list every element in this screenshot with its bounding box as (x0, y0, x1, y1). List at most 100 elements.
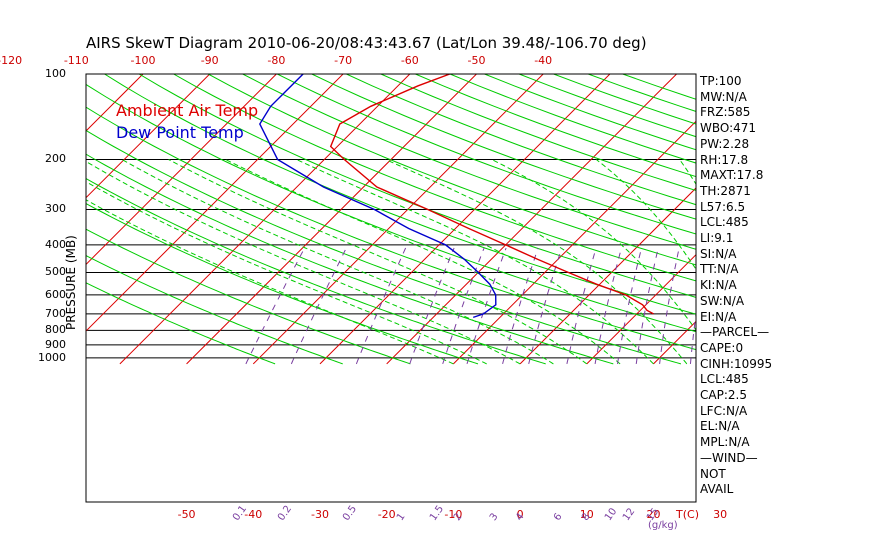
index-label: CINH:10995 (700, 356, 773, 371)
mixing-ratio-line (355, 247, 407, 365)
plot-area (0, 74, 870, 365)
dry-adiabat (242, 74, 696, 250)
dry-adiabat (138, 74, 696, 298)
pressure-tick-label: 200 (45, 152, 66, 166)
index-label: —WIND— (700, 450, 758, 465)
isotherm (787, 74, 870, 364)
top-temp-tick-label: -50 (467, 54, 486, 67)
index-label: AVAIL (700, 482, 734, 497)
bottom-temp-tick-label: 20 (646, 508, 661, 521)
dry-adiabat (86, 178, 546, 365)
bottom-temp-tick-label: 30 (713, 508, 728, 521)
dry-adiabat (86, 228, 411, 365)
plot-frame (85, 73, 697, 503)
isotherm (0, 74, 10, 364)
dry-adiabat (311, 74, 696, 220)
mixing-ratio-line (635, 247, 659, 364)
pressure-tick-label: 900 (45, 337, 66, 351)
dry-adiabat (86, 282, 276, 365)
moist-adiabat (168, 159, 588, 365)
isotherm (119, 74, 411, 365)
top-temp-tick-label: -60 (400, 54, 419, 67)
mixing-ratio-line (528, 247, 563, 365)
index-label: EI:N/A (700, 309, 737, 324)
bottom-temp-tick-label: -10 (444, 508, 463, 521)
index-label: —PARCEL— (700, 325, 770, 340)
bottom-temp-tick-label: -40 (244, 508, 263, 521)
bottom-temp-tick-label: 10 (579, 508, 594, 521)
bottom-temp-tick-label: -20 (377, 508, 396, 521)
dry-adiabat (449, 74, 696, 164)
isotherm (519, 187, 696, 365)
bottom-temp-tick-label: 0 (516, 508, 524, 521)
index-label: CAPE:0 (700, 340, 744, 355)
mixing-ratio-line (290, 247, 347, 365)
mixing-ratio-line (594, 247, 622, 364)
pressure-tick-label: 500 (45, 265, 66, 279)
pressure-tick-label: 600 (45, 287, 66, 301)
index-label: LI:9.1 (700, 231, 734, 245)
top-temp-tick-label: -90 (200, 54, 219, 67)
isotherm (386, 74, 677, 365)
legend-ambient: Ambient Air Temp (116, 101, 259, 120)
moist-adiabat (86, 160, 521, 365)
mixing-ratio-line (617, 247, 642, 364)
isotherm (186, 74, 477, 365)
top-temp-tick-label: -100 (130, 54, 156, 67)
index-label: L57:6.5 (700, 199, 746, 214)
dry-adiabat (86, 153, 614, 365)
dry-adiabat (86, 255, 343, 365)
moist-adiabat (491, 159, 696, 331)
mixing-unit-label: (g/kg) (648, 520, 678, 531)
legend-dewpoint: Dew Point Temp (116, 123, 244, 142)
index-label: MPL:N/A (700, 435, 750, 450)
isotherm (86, 74, 144, 132)
y-axis-label: PRESSURE (MB) (64, 235, 78, 330)
pressure-tick-label: 800 (45, 323, 66, 337)
index-label: MW:N/A (700, 89, 747, 104)
dry-adiabat (277, 74, 696, 235)
mixing-ratio-line (768, 248, 776, 364)
index-label: SW:N/A (700, 293, 745, 308)
index-label: LCL:485 (700, 372, 749, 387)
bottom-temp-tick-label: -50 (177, 508, 196, 521)
isotherm (653, 320, 696, 365)
index-label: TH:2871 (700, 183, 751, 198)
pressure-tick-label: 1000 (38, 350, 66, 364)
moist-adiabat (385, 159, 688, 365)
mixing-ratio-line (659, 247, 680, 364)
dry-adiabat (86, 129, 682, 365)
mixing-ratio-line (466, 247, 507, 365)
dry-adiabat (86, 83, 696, 333)
index-label: SI:N/A (700, 246, 737, 261)
index-label: LFC:N/A (700, 403, 748, 418)
isotherm (854, 74, 870, 364)
bottom-temp-tick-label: -30 (310, 508, 329, 521)
index-label: PW:2.28 (700, 136, 750, 151)
pressure-tick-label: 100 (45, 67, 66, 80)
top-temp-tick-label: -70 (334, 54, 353, 67)
chart-title: AIRS SkewT Diagram 2010-06-20/08:43:43.6… (86, 34, 647, 52)
index-label: MAXT:17.8 (700, 168, 764, 183)
index-label: CAP:2.5 (700, 388, 747, 402)
isotherm (586, 253, 696, 365)
temp-unit-label: T(C) (676, 508, 699, 521)
dewpoint-profile (258, 74, 497, 319)
dry-adiabat (207, 74, 696, 266)
dry-adiabat (415, 74, 696, 178)
pressure-tick-label: 400 (45, 237, 66, 251)
moist-adiabat (121, 159, 554, 365)
pressure-tick-label: 700 (45, 306, 66, 320)
dry-adiabat (173, 74, 696, 282)
mixing-ratio-line (566, 247, 597, 365)
top-temp-tick-label: -40 (534, 54, 553, 67)
index-label: TP:100 (700, 74, 742, 88)
isotherm (86, 74, 211, 199)
top-temp-tick-label: -120 (0, 54, 23, 67)
mixing-ratio-line (442, 247, 485, 365)
index-label: KI:N/A (700, 278, 737, 293)
dry-adiabat (346, 74, 696, 206)
isotherm (86, 74, 344, 332)
pressure-tick-label: 300 (45, 202, 66, 216)
